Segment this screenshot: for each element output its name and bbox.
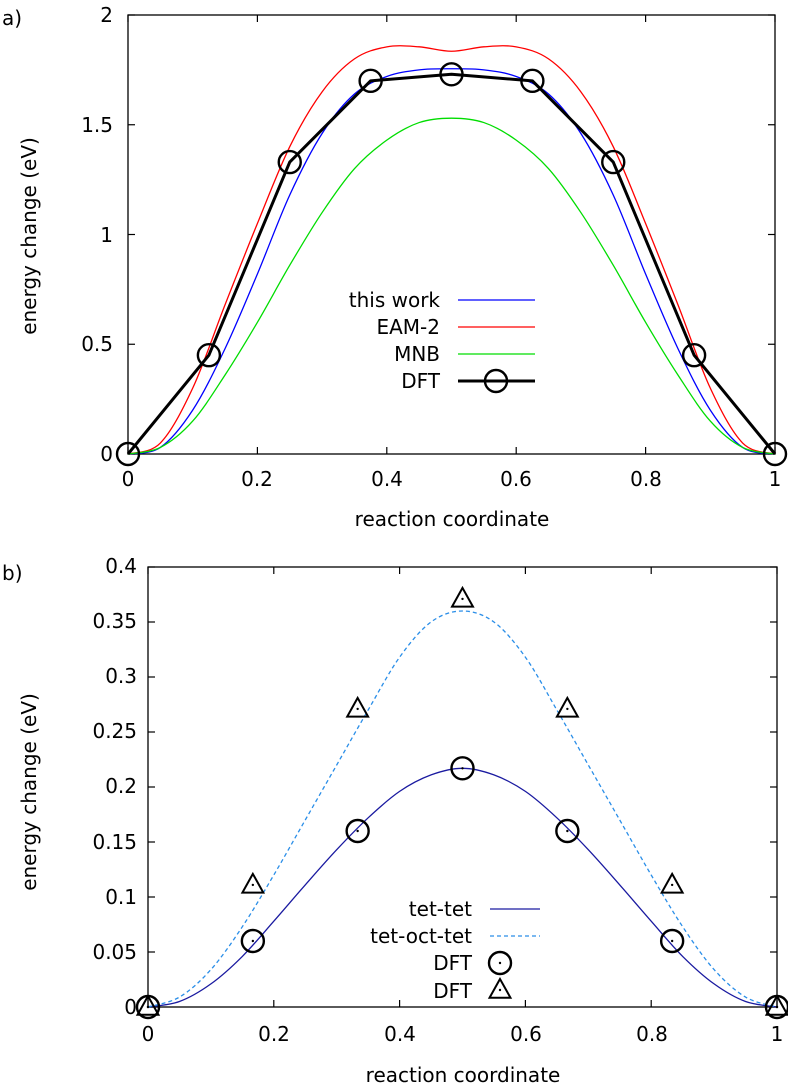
data-point-triangle	[345, 695, 370, 718]
data-point-center-dot	[461, 597, 464, 601]
data-point-center-dot	[670, 883, 674, 887]
panel-b-plot-area	[135, 566, 788, 1020]
panel-b-label: b)	[2, 561, 23, 585]
panel-a-xtick-label: 0.8	[630, 467, 662, 491]
panel-b: b) energy change (eV) reaction coordinat…	[2, 554, 788, 1087]
data-point-center-dot	[670, 939, 674, 943]
panel-b-xtick-label: 0.8	[636, 1022, 668, 1046]
panel-a-ytick-label: 1.5	[81, 113, 113, 137]
data-point-triangle	[764, 993, 788, 1016]
panel-b-legend: tet-tet tet-oct-tet DFT DFT	[370, 897, 540, 1003]
legend-swatch-center-dot	[498, 961, 502, 965]
panel-b-xtick-label: 0	[142, 1022, 155, 1046]
data-point-circle	[240, 928, 266, 954]
data-point-triangle	[555, 695, 580, 718]
data-point-triangle	[450, 585, 475, 608]
panel-b-xtick-label: 0.6	[510, 1022, 542, 1046]
data-point-circle	[681, 343, 707, 368]
data-point-center-dot	[566, 829, 569, 833]
legend-swatch-triangle	[487, 976, 513, 999]
data-point-triangle	[240, 871, 266, 894]
legend-label-dft-triangle: DFT	[433, 979, 473, 1003]
panel-b-ytick-label: 0.05	[92, 940, 137, 964]
legend-label-dft: DFT	[401, 369, 441, 393]
panel-b-xtick-label: 1	[771, 1022, 784, 1046]
legend-label-tet-oct-tet: tet-oct-tet	[370, 924, 472, 948]
panel-a-xlabel: reaction coordinate	[355, 507, 550, 531]
panel-b-xlabel: reaction coordinate	[366, 1063, 561, 1087]
panel-a-xtick-label: 0.2	[241, 467, 273, 491]
data-point-center-dot	[356, 829, 359, 833]
panel-a-ylabel: energy change (eV)	[17, 137, 41, 335]
panel-a-xtick-label: 0.6	[500, 467, 532, 491]
data-point-circle	[555, 818, 580, 844]
panel-a-ytick-label: 1	[100, 223, 113, 247]
panel-a-ytick-label: 0.5	[81, 332, 113, 356]
panel-b-ytick-label: 0.1	[105, 885, 137, 909]
legend-swatch-circle	[487, 950, 513, 976]
panel-a-legend: this work EAM-2 MNB DFT	[349, 288, 535, 394]
panel-b-ytick-label: 0.15	[92, 830, 137, 854]
data-point-center-dot	[461, 767, 464, 770]
panel-b-ylabel: energy change (eV)	[17, 693, 41, 891]
panel-a-ytick-label: 0	[100, 442, 113, 466]
panel-b-ytick-label: 0.2	[105, 774, 137, 798]
panel-b-y-tick-labels: 0 0.05 0.1 0.15 0.2 0.25 0.3 0.35 0.4	[92, 554, 137, 1019]
panel-a-label: a)	[2, 6, 22, 30]
legend-label-mnb: MNB	[394, 342, 440, 366]
data-point-circle	[520, 68, 545, 94]
panel-b-ytick-label: 0.25	[92, 719, 137, 743]
data-point-center-dot	[251, 883, 255, 887]
panel-b-ytick-label: 0.4	[105, 554, 137, 578]
series-line-mnb-2	[127, 117, 776, 455]
panel-b-xtick-label: 0.4	[384, 1022, 416, 1046]
panel-a-xtick-label: 1	[769, 467, 782, 491]
data-point-center-dot	[566, 707, 569, 711]
data-point-circle	[762, 441, 788, 467]
panel-b-ytick-label: 0.3	[105, 664, 137, 688]
series-line-dft-3	[126, 72, 777, 455]
series-line-eam-2-1	[127, 45, 776, 455]
data-point-circle	[277, 149, 302, 175]
panel-a-x-tick-labels: 0 0.2 0.4 0.6 0.8 1	[122, 467, 782, 491]
panel-b-ytick-label: 0	[124, 995, 137, 1019]
panel-a-xtick-label: 0.4	[371, 467, 403, 491]
legend-label-eam-2: EAM-2	[376, 315, 440, 339]
data-point-circle	[450, 756, 475, 781]
data-point-circle	[659, 928, 685, 954]
panel-a-legend-swatches	[458, 299, 535, 394]
panel-b-x-tick-labels: 0 0.2 0.4 0.6 0.8 1	[142, 1022, 784, 1046]
panel-b-legend-swatches	[487, 908, 540, 999]
panel-a-xtick-label: 0	[122, 467, 135, 491]
panel-a: a) energy change (eV) reaction coordinat…	[2, 3, 788, 531]
legend-label-tet-tet: tet-tet	[409, 897, 472, 921]
data-point-circle	[358, 68, 383, 94]
data-point-triangle	[135, 993, 161, 1016]
series-line-tet-oct-tet-1	[147, 610, 778, 1008]
legend-swatch-center-dot	[498, 988, 502, 992]
series-line-this-work-0	[127, 68, 776, 455]
data-point-circle	[601, 149, 626, 175]
data-point-triangle	[659, 871, 685, 894]
legend-label-this-work: this work	[349, 288, 441, 312]
data-point-center-dot	[775, 1005, 779, 1009]
data-point-circle	[345, 818, 370, 844]
panel-a-plot-area	[115, 14, 788, 467]
legend-label-dft-circle: DFT	[433, 951, 473, 975]
panel-a-ytick-label: 2	[100, 3, 113, 27]
panel-b-xtick-label: 0.2	[258, 1022, 290, 1046]
data-point-circle	[196, 343, 222, 368]
data-point-circle	[439, 62, 464, 87]
data-point-circle	[115, 441, 141, 467]
panel-b-ytick-label: 0.35	[92, 609, 137, 633]
data-point-center-dot	[251, 939, 255, 943]
data-point-center-dot	[146, 1005, 150, 1009]
data-point-center-dot	[356, 707, 359, 711]
legend-swatch-circle	[483, 368, 509, 394]
panel-a-y-tick-labels: 0 0.5 1 1.5 2	[81, 3, 113, 466]
